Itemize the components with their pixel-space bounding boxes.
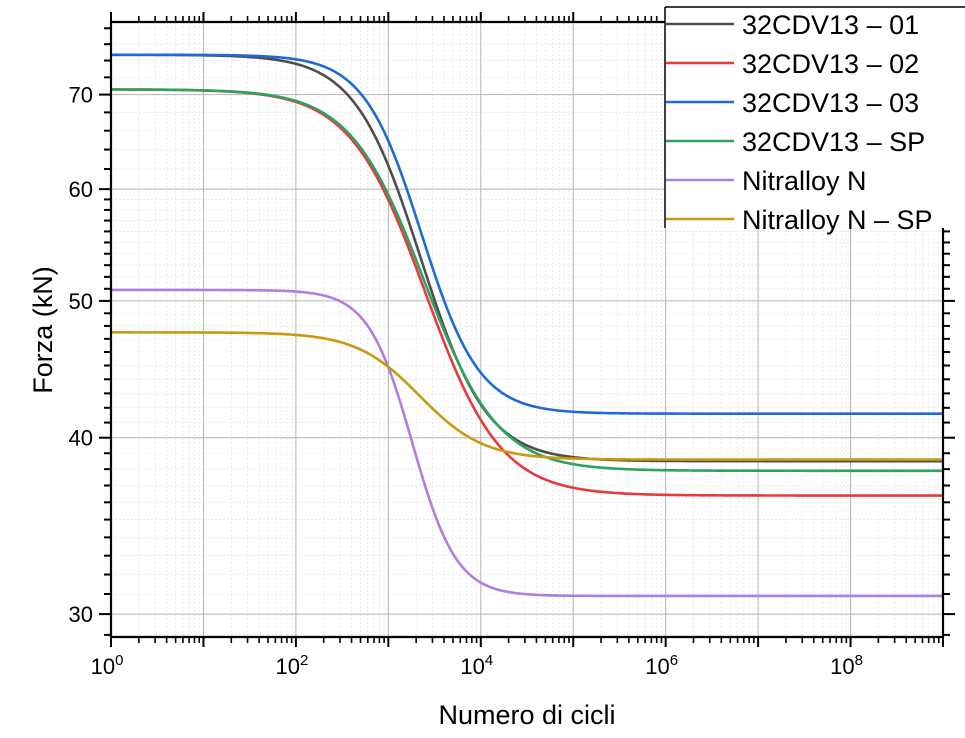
series-line-1 <box>110 53 943 463</box>
x-tick-label: 106 <box>645 652 678 679</box>
series-line-4 <box>110 88 943 473</box>
y-axis-title: Forza (kN) <box>28 266 58 394</box>
x-tick-label: 102 <box>275 652 308 679</box>
legend-label: 32CDV13 – SP <box>742 127 925 157</box>
axes <box>99 12 955 647</box>
series-layer <box>110 53 943 598</box>
legend-item: 32CDV13 – 01 <box>666 10 919 40</box>
legend-item: Nitralloy N – SP <box>666 205 933 235</box>
x-tick-label: 100 <box>91 652 124 679</box>
y-tick-label: 70 <box>69 83 93 108</box>
legend-label: 32CDV13 – 03 <box>742 88 919 118</box>
y-tick-label: 30 <box>69 602 93 627</box>
x-tick-label: 104 <box>460 652 493 679</box>
x-axis-title: Numero di cicli <box>438 700 615 730</box>
legend-label: Nitralloy N <box>742 166 867 196</box>
series-line-6 <box>111 331 943 461</box>
legend-item: 32CDV13 – 02 <box>666 49 919 79</box>
legend-label: Nitralloy N – SP <box>742 205 933 235</box>
legend-item: 32CDV13 – SP <box>666 127 925 157</box>
y-tick-label: 50 <box>69 289 93 314</box>
legend-item: Nitralloy N <box>666 166 867 196</box>
tick-labels: 100 102 104 106 108 30 40 50 60 70 <box>69 83 863 679</box>
y-tick-label: 40 <box>69 426 93 451</box>
x-tick-label: 108 <box>830 652 863 679</box>
legend-label: 32CDV13 – 02 <box>742 49 919 79</box>
series-line-5 <box>111 288 943 598</box>
legend: 32CDV13 – 01 32CDV13 – 02 32CDV13 – 03 32CD… <box>664 6 965 235</box>
legend-label: 32CDV13 – 01 <box>742 10 919 40</box>
minor-grid <box>111 22 943 637</box>
series-line-3 <box>111 53 943 415</box>
y-tick-label: 60 <box>69 177 93 202</box>
legend-item: 32CDV13 – 03 <box>666 88 919 118</box>
legend-background <box>665 7 965 228</box>
